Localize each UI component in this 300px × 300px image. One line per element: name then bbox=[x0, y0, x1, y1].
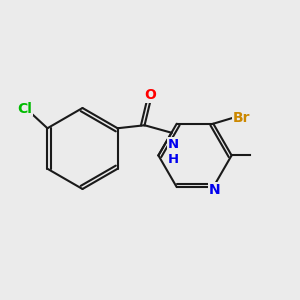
Text: Cl: Cl bbox=[17, 102, 32, 116]
Text: N
H: N H bbox=[167, 138, 178, 166]
Text: N: N bbox=[209, 183, 220, 197]
Text: Br: Br bbox=[232, 111, 250, 125]
Text: O: O bbox=[144, 88, 156, 102]
